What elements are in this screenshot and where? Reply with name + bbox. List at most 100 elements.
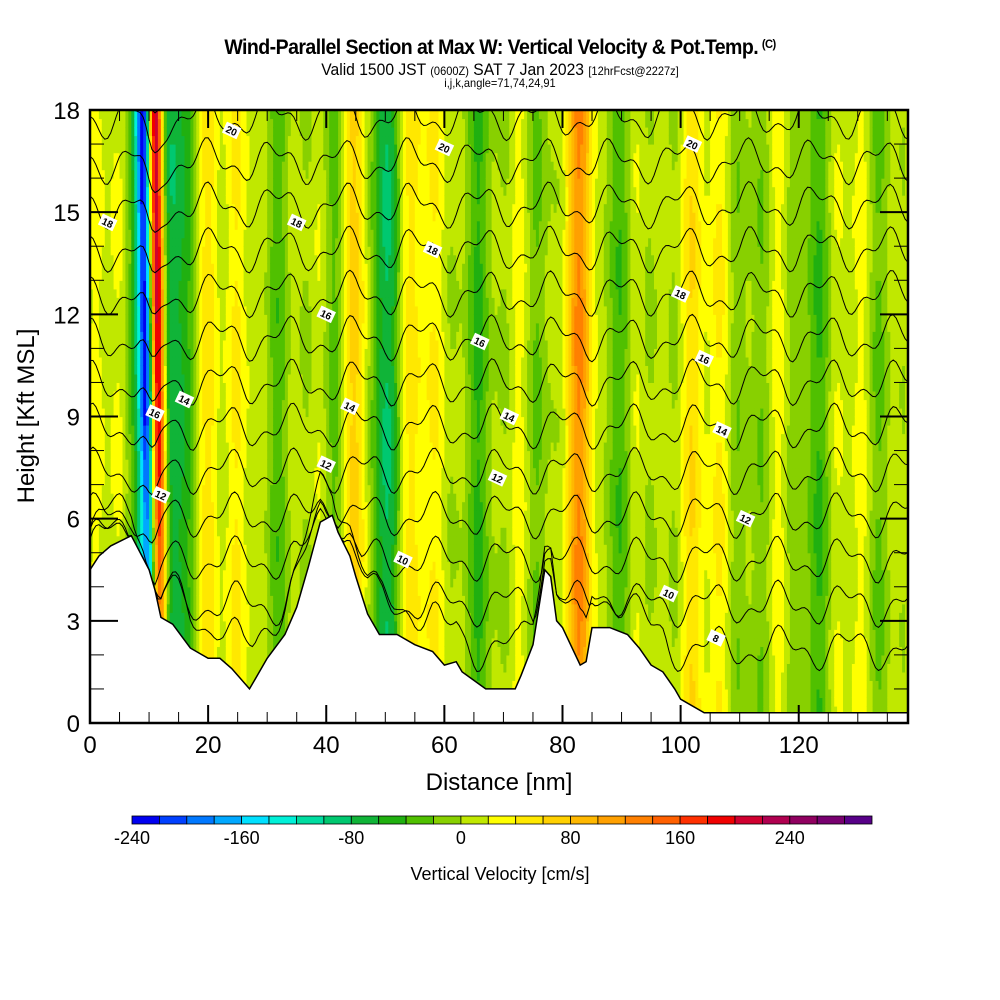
velocity-cell xyxy=(184,135,189,145)
velocity-cell xyxy=(279,433,283,443)
velocity-cell xyxy=(181,476,186,486)
velocity-cell xyxy=(258,212,262,222)
velocity-cell xyxy=(184,578,189,588)
velocity-cell xyxy=(231,459,236,469)
velocity-cell xyxy=(208,561,212,571)
velocity-cell xyxy=(98,493,103,503)
velocity-cell xyxy=(199,612,203,622)
velocity-cell xyxy=(228,118,233,128)
velocity-cell xyxy=(270,280,274,290)
velocity-cell xyxy=(255,365,259,375)
velocity-cell xyxy=(243,425,248,435)
velocity-cell xyxy=(208,527,212,537)
velocity-cell xyxy=(202,220,206,230)
velocity-cell xyxy=(281,629,286,639)
velocity-cell xyxy=(293,544,298,554)
velocity-cell xyxy=(222,510,227,520)
velocity-cell xyxy=(172,195,177,205)
velocity-cell xyxy=(157,169,162,179)
velocity-cell xyxy=(240,356,245,366)
velocity-cell xyxy=(252,501,256,511)
velocity-cell xyxy=(160,288,165,298)
velocity-cell xyxy=(149,416,153,426)
velocity-cell xyxy=(258,127,262,137)
velocity-cell xyxy=(90,280,94,290)
velocity-cell xyxy=(249,297,254,307)
velocity-cell xyxy=(264,535,268,545)
velocity-cell xyxy=(184,552,189,562)
velocity-cell xyxy=(222,246,227,256)
velocity-cell xyxy=(211,229,215,239)
velocity-cell xyxy=(270,459,274,469)
velocity-cell xyxy=(225,527,230,537)
velocity-cell xyxy=(116,195,121,205)
velocity-cell xyxy=(270,373,274,383)
velocity-cell xyxy=(252,348,256,358)
velocity-cell xyxy=(187,280,192,290)
velocity-cell xyxy=(137,314,141,324)
velocity-cell xyxy=(155,144,159,154)
velocity-cell xyxy=(252,561,256,571)
velocity-cell xyxy=(281,169,286,179)
velocity-cell xyxy=(279,356,283,366)
velocity-cell xyxy=(116,212,121,222)
velocity-cell xyxy=(95,442,100,452)
velocity-cell xyxy=(211,237,215,247)
chart-title: Wind-Parallel Section at Max W: Vertical… xyxy=(35,36,965,60)
velocity-cell xyxy=(273,339,277,349)
velocity-cell xyxy=(261,467,265,477)
velocity-cell xyxy=(155,195,159,205)
velocity-cell xyxy=(237,629,242,639)
velocity-cell xyxy=(231,356,236,366)
velocity-cell xyxy=(116,433,121,443)
velocity-cell xyxy=(225,237,230,247)
velocity-cell xyxy=(276,271,280,281)
velocity-cell xyxy=(181,501,186,511)
velocity-cell xyxy=(157,569,162,579)
velocity-cell xyxy=(276,186,280,196)
velocity-cell xyxy=(110,254,115,264)
velocity-cell xyxy=(181,144,186,154)
velocity-cell xyxy=(193,510,197,520)
velocity-cell xyxy=(234,399,239,409)
velocity-cell xyxy=(146,161,150,171)
velocity-cell xyxy=(169,382,174,392)
velocity-cell xyxy=(267,552,271,562)
velocity-cell xyxy=(208,442,212,452)
velocity-cell xyxy=(222,467,227,477)
velocity-cell xyxy=(184,169,189,179)
velocity-cell xyxy=(163,254,168,264)
velocity-cell xyxy=(152,348,156,358)
velocity-cell xyxy=(131,373,135,383)
velocity-cell xyxy=(149,195,153,205)
velocity-cell xyxy=(222,484,227,494)
velocity-cell xyxy=(267,586,271,596)
velocity-cell xyxy=(237,297,242,307)
velocity-cell xyxy=(166,144,171,154)
velocity-cell xyxy=(140,237,144,247)
velocity-cell xyxy=(219,322,224,332)
velocity-cell xyxy=(95,229,100,239)
velocity-cell xyxy=(172,356,177,366)
velocity-cell xyxy=(199,144,203,154)
velocity-cell xyxy=(208,535,212,545)
velocity-cell xyxy=(143,220,147,230)
velocity-cell xyxy=(214,399,218,409)
velocity-cell xyxy=(267,510,271,520)
velocity-cell xyxy=(131,237,135,247)
velocity-cell xyxy=(237,118,242,128)
velocity-cell xyxy=(113,365,118,375)
velocity-cell xyxy=(184,595,189,605)
velocity-cell xyxy=(190,229,194,239)
velocity-cell xyxy=(187,586,192,596)
velocity-cell xyxy=(187,425,192,435)
velocity-cell xyxy=(222,169,227,179)
velocity-cell xyxy=(131,501,135,511)
velocity-cell xyxy=(219,399,224,409)
velocity-cell xyxy=(261,544,265,554)
velocity-cell xyxy=(146,433,150,443)
velocity-cell xyxy=(193,314,197,324)
velocity-cell xyxy=(98,544,103,554)
velocity-cell xyxy=(172,493,177,503)
velocity-cell xyxy=(178,561,183,571)
